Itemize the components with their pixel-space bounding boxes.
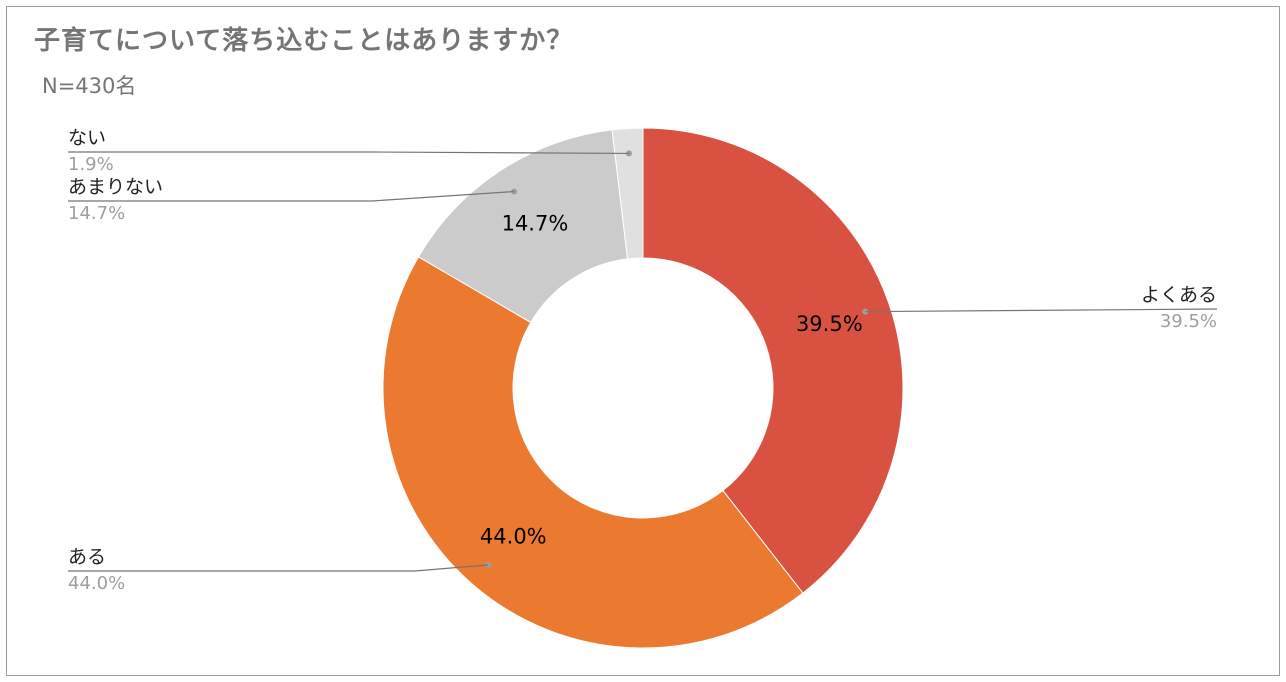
- donut-slice-1: [382, 256, 804, 649]
- donut-slice-3: [611, 127, 644, 260]
- chart-title: 子育てについて落ち込むことはありますか？: [34, 26, 574, 56]
- slice-value-label-0: 39.5%: [796, 312, 863, 336]
- callout-line-1: [68, 564, 489, 572]
- callout-label-1: ある: [68, 546, 106, 568]
- callout-label-2: あまりない: [68, 176, 163, 198]
- callout-percent-2: 14.7%: [68, 203, 125, 224]
- callout-line-2: [68, 190, 515, 202]
- callout-label-3: ない: [68, 127, 106, 149]
- slice-value-label-2: 14.7%: [502, 211, 569, 235]
- callout-line-3: [68, 151, 629, 155]
- donut-slice-2: [417, 129, 629, 324]
- callout-line-0: [865, 308, 1218, 313]
- callout-percent-3: 1.9%: [68, 154, 114, 175]
- chart-subtitle: N=430名: [42, 74, 137, 98]
- callout-percent-0: 39.5%: [1160, 311, 1217, 332]
- callout-percent-1: 44.0%: [68, 573, 125, 594]
- slice-value-label-1: 44.0%: [480, 524, 547, 548]
- donut-slice-0: [642, 127, 904, 594]
- callout-label-0: よくある: [1141, 284, 1217, 306]
